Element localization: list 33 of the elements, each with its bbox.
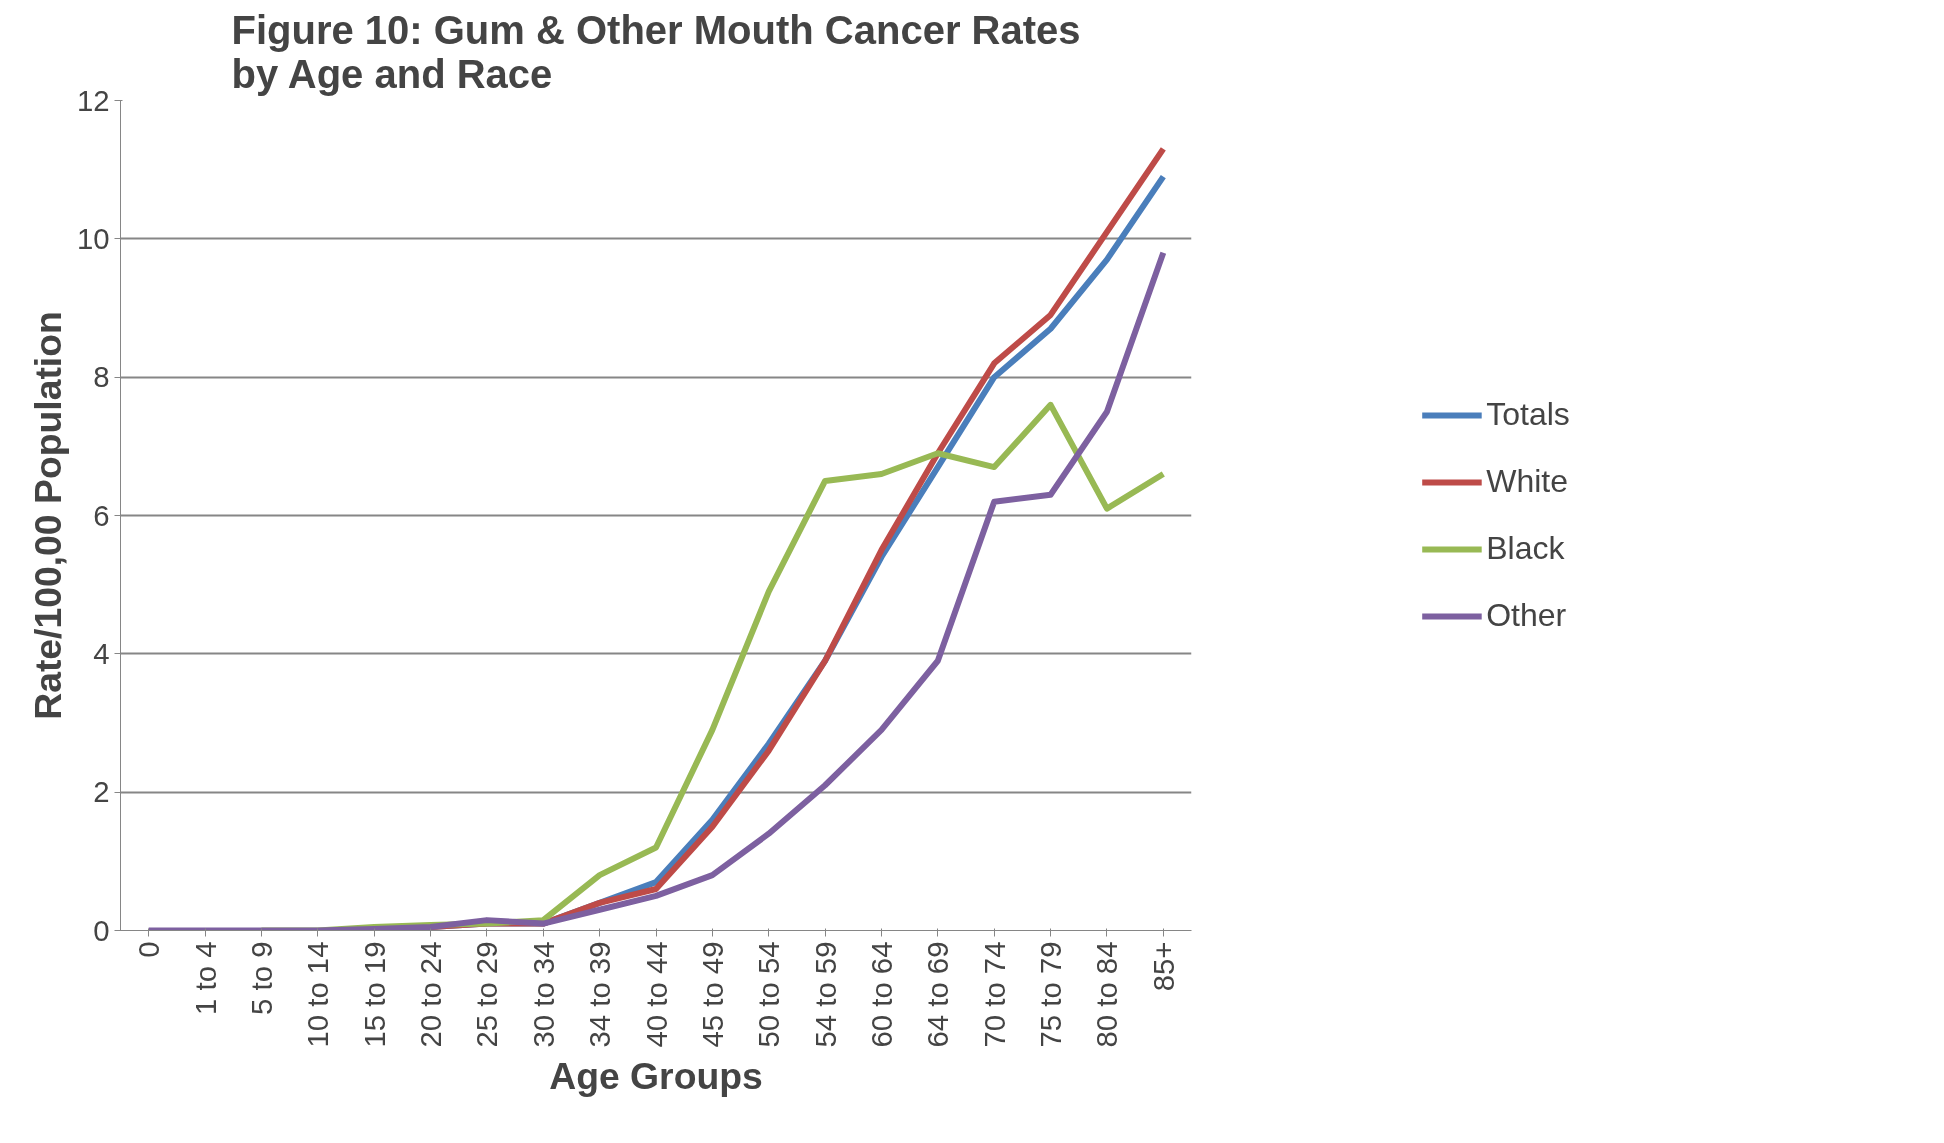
legend-label: Black (1486, 530, 1565, 567)
x-tick-label: 40 to 44 (639, 941, 673, 1048)
x-tick-label: 80 to 84 (1090, 941, 1124, 1048)
y-tick-label: 2 (93, 775, 110, 809)
y-tick-label: 6 (93, 498, 110, 532)
x-axis-title: Age Groups (549, 1055, 763, 1098)
x-tick-label: 75 to 79 (1034, 941, 1068, 1048)
x-tick-label: 60 to 64 (864, 941, 898, 1048)
x-tick-label: 20 to 24 (414, 941, 448, 1048)
y-tick-label: 10 (76, 221, 110, 255)
x-tick-label: 85+ (1146, 941, 1180, 992)
y-tick-label: 4 (93, 636, 110, 670)
x-tick-label: 15 to 19 (357, 941, 391, 1048)
legend-label: White (1486, 463, 1568, 500)
x-tick-label: 10 to 14 (301, 941, 335, 1048)
y-tick-label: 12 (76, 83, 110, 117)
x-tick-label: 1 to 4 (188, 941, 222, 1015)
x-tick-label: 5 to 9 (244, 941, 278, 1015)
legend-label: Other (1486, 597, 1567, 634)
x-tick-label: 70 to 74 (977, 941, 1011, 1048)
chart-title: Figure 10: Gum & Other Mouth Cancer Rates by Age and Race (231, 7, 1081, 96)
x-tick-label: 45 to 49 (695, 941, 729, 1048)
x-tick-label: 34 to 39 (583, 941, 617, 1048)
x-tick-label: 25 to 29 (470, 941, 504, 1048)
x-tick-label: 50 to 54 (752, 941, 786, 1048)
y-axis-title: Rate/100,00 Population (26, 311, 69, 720)
y-tick-label: 8 (93, 360, 110, 394)
legend-label: Totals (1486, 396, 1570, 433)
x-tick-label: 0 (132, 941, 166, 958)
x-tick-label: 64 to 69 (921, 941, 955, 1048)
x-tick-label: 30 to 34 (526, 941, 560, 1048)
x-tick-label: 54 to 59 (808, 941, 842, 1048)
y-tick-label: 0 (93, 913, 110, 947)
